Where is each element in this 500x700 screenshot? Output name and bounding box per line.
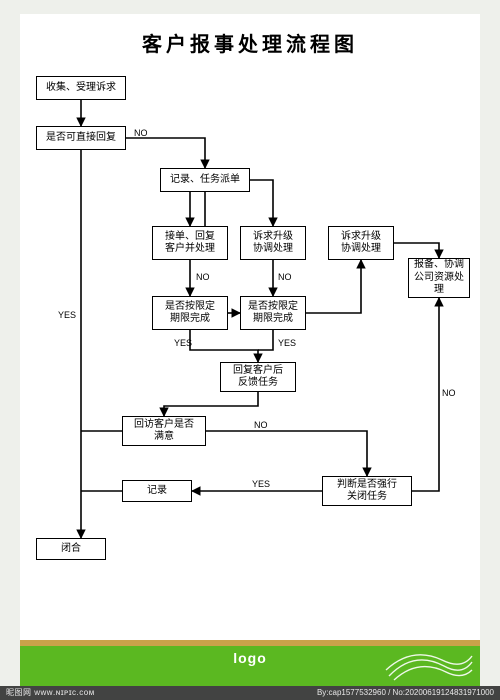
node-n11: 回访客户是否 满意 (122, 416, 206, 446)
edge-label: NO (278, 272, 292, 282)
edges-layer (30, 70, 470, 610)
node-n4: 接单、回复 客户并处理 (152, 226, 228, 260)
edge (394, 243, 439, 258)
node-n2: 是否可直接回复 (36, 126, 126, 150)
edge-label: YES (278, 338, 296, 348)
node-n7: 是否按限定 期限完成 (152, 296, 228, 330)
node-n9: 报备、协调 公司资源处理 (408, 258, 470, 298)
edge (206, 431, 367, 476)
edge-label: YES (174, 338, 192, 348)
watermark-bar: 昵图网 ᴡᴡᴡ.ɴɪᴘɪᴄ.ᴄᴏᴍ By:cap1577532960 / No:… (0, 686, 500, 700)
node-n3: 记录、任务派单 (160, 168, 250, 192)
node-n13: 记录 (122, 480, 192, 502)
edge-label: NO (442, 388, 456, 398)
node-n10: 回复客户后 反馈任务 (220, 362, 296, 392)
edge (126, 138, 205, 168)
node-n14: 闭合 (36, 538, 106, 560)
diagram-title: 客户报事处理流程图 (20, 28, 480, 57)
edge-label: NO (196, 272, 210, 282)
edge (306, 260, 361, 313)
edge-label: YES (58, 310, 76, 320)
watermark-site: 昵图网 ᴡᴡᴡ.ɴɪᴘɪᴄ.ᴄᴏᴍ (6, 686, 95, 700)
edge-label: NO (254, 420, 268, 430)
watermark-credit: By:cap1577532960 / No:202006191248319710… (317, 686, 494, 700)
edge (190, 330, 258, 362)
edge (258, 330, 273, 350)
paper: 客户报事处理流程图 收集、受理诉求是否可直接回复记录、任务派单接单、回复 客户并… (20, 14, 480, 646)
node-n8: 是否按限定 期限完成 (240, 296, 306, 330)
edge (164, 392, 258, 416)
edge (412, 298, 439, 491)
footer-logo-text: logo (0, 650, 500, 666)
edge-label: NO (134, 128, 148, 138)
edge (250, 180, 273, 226)
node-n5: 诉求升级 协调处理 (240, 226, 306, 260)
edge-label: YES (252, 479, 270, 489)
node-n1: 收集、受理诉求 (36, 76, 126, 100)
node-n12: 判断是否强行 关闭任务 (322, 476, 412, 506)
node-n6: 诉求升级 协调处理 (328, 226, 394, 260)
flowchart-canvas: 收集、受理诉求是否可直接回复记录、任务派单接单、回复 客户并处理诉求升级 协调处… (30, 70, 470, 610)
